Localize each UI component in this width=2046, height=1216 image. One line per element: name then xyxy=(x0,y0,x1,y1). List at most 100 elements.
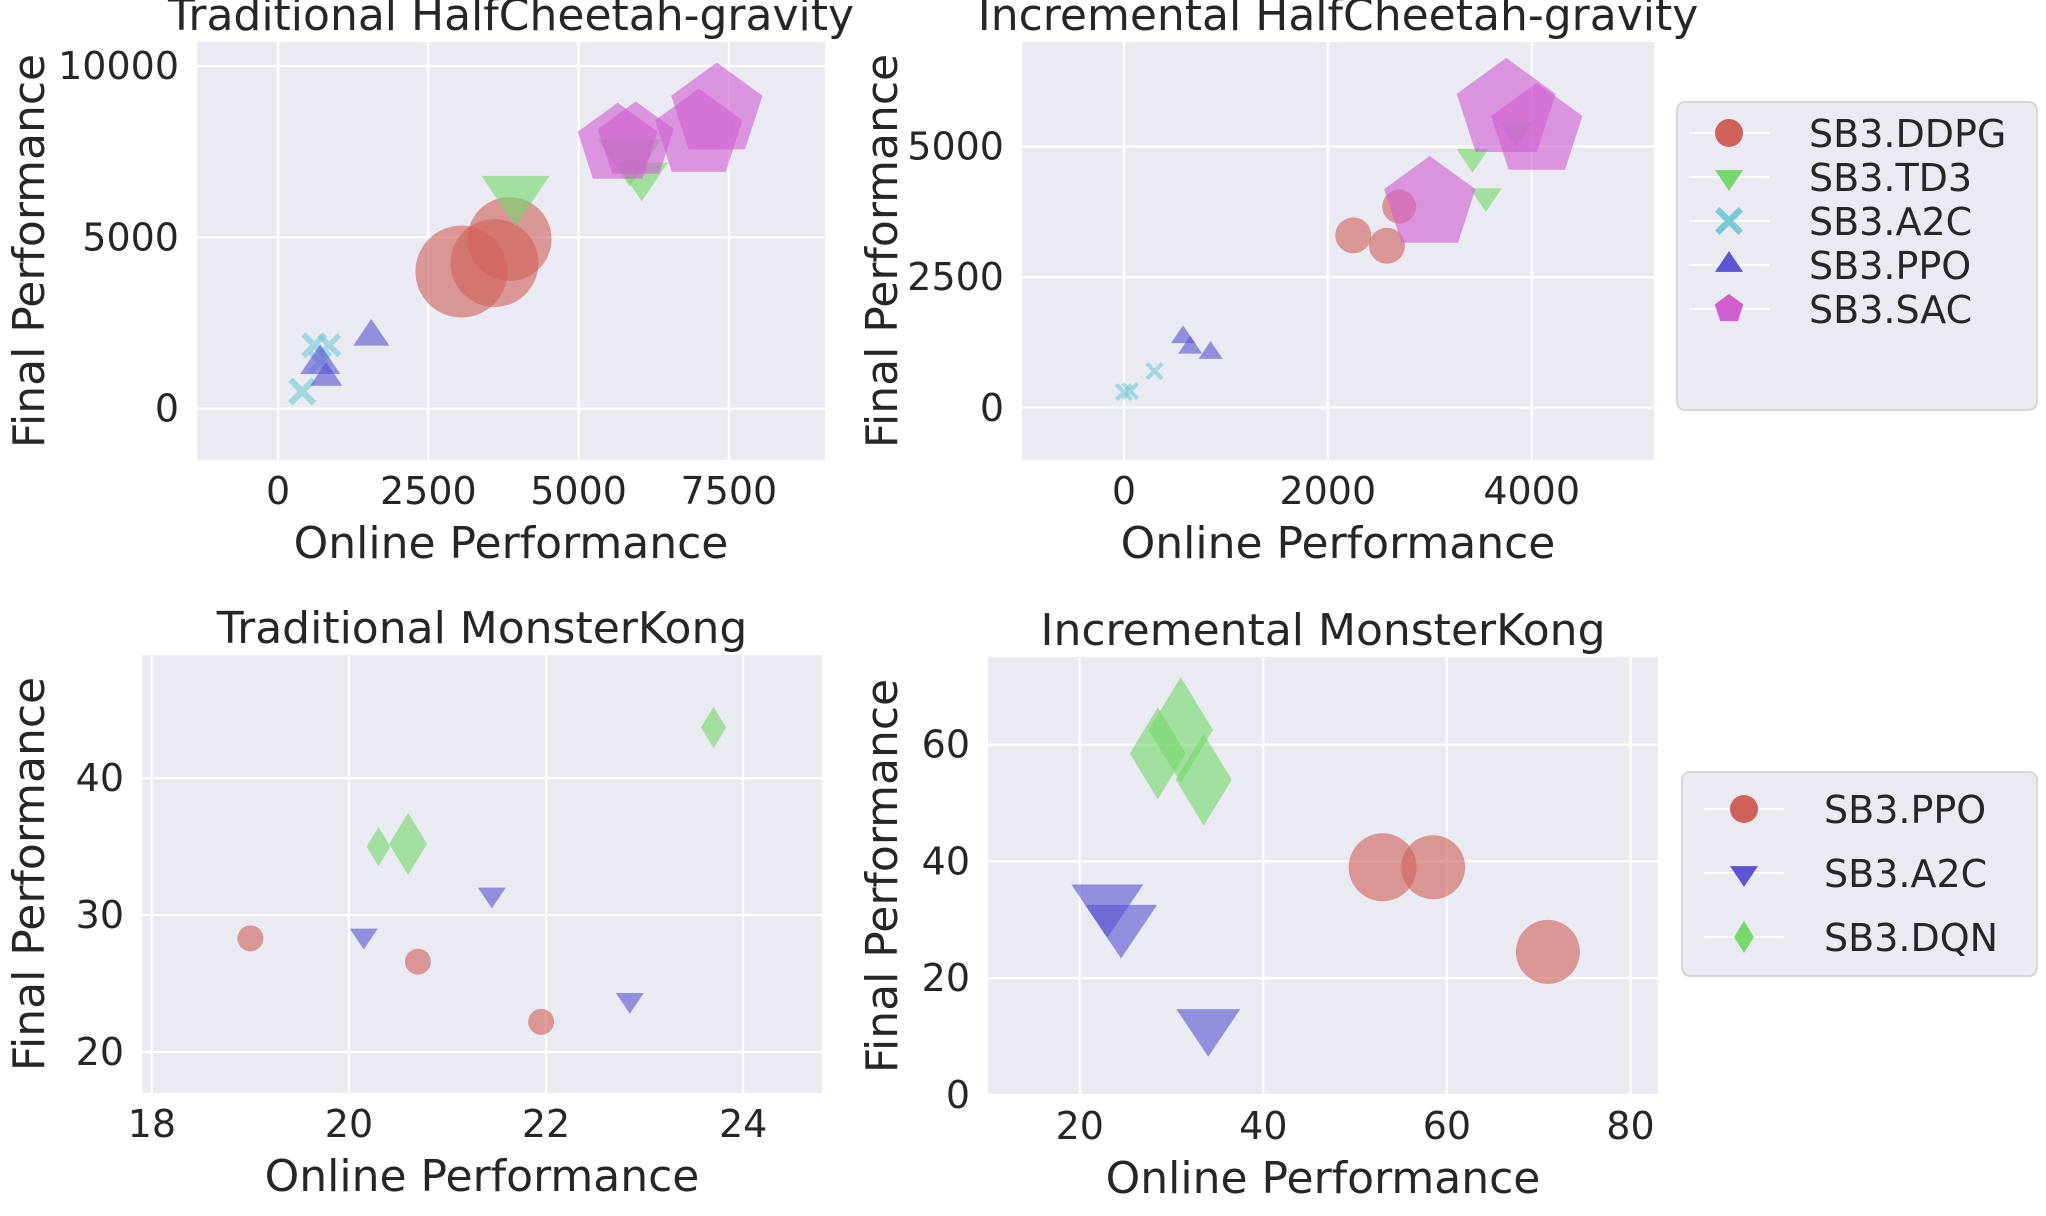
data-point xyxy=(467,197,552,282)
legend-frame xyxy=(1681,771,2038,977)
legend-entry: SB3.SAC xyxy=(1689,288,1972,332)
data-point xyxy=(1121,382,1140,401)
x-tick-label: 24 xyxy=(719,1102,767,1146)
y-axis-label: Final Performance xyxy=(857,54,908,448)
data-point xyxy=(1515,919,1580,984)
legend-entry: SB3.PPO xyxy=(1689,244,1971,288)
series-sb3-a2c xyxy=(1071,884,1241,1057)
legend-entry: SB3.TD3 xyxy=(1689,156,1972,200)
subplot-4: 20 40 60 80 0 20 40 60 Incremental MonsterKong On… xyxy=(857,605,1658,1204)
y-tick-label: 40 xyxy=(76,756,124,800)
data-point xyxy=(1335,217,1372,254)
y-tick-label: 10000 xyxy=(58,44,179,88)
data-point xyxy=(1401,835,1466,900)
y-tick-label: 0 xyxy=(980,386,1004,430)
series-sb3-ppo xyxy=(1171,325,1223,359)
points xyxy=(237,706,727,1035)
x-tick-label: 0 xyxy=(1112,469,1136,513)
legend-entry: SB3.DQN xyxy=(1704,916,1998,960)
data-point xyxy=(1491,82,1583,170)
series-sb3-sac xyxy=(577,62,763,179)
data-point xyxy=(366,827,391,867)
legend-marker xyxy=(1715,251,1743,272)
data-point xyxy=(1176,1009,1241,1057)
x-axis-label: Online Performance xyxy=(294,518,729,569)
legend-label: SB3.PPO xyxy=(1824,788,1986,832)
data-point xyxy=(237,925,264,952)
points xyxy=(1071,677,1580,1057)
y-tick-label: 20 xyxy=(76,1030,124,1074)
legend-entry: SB3.PPO xyxy=(1704,788,1986,832)
series-sb3-a2c xyxy=(1114,362,1164,402)
data-point xyxy=(1198,341,1223,359)
x-tick-label: 40 xyxy=(1239,1104,1287,1148)
x-tick-label: 60 xyxy=(1423,1104,1471,1148)
points xyxy=(1114,57,1583,402)
data-point xyxy=(477,887,506,909)
legend-marker xyxy=(1715,207,1743,235)
legends: SB3.DDPGSB3.TD3SB3.A2CSB3.PPOSB3.SACSB3.… xyxy=(1676,101,2038,977)
series-sb3-ppo xyxy=(300,318,390,386)
data-point xyxy=(597,101,674,174)
x-tick-label: 20 xyxy=(1056,1104,1104,1148)
legend-label: SB3.PPO xyxy=(1809,244,1971,288)
data-point xyxy=(1178,335,1203,354)
data-point xyxy=(1456,149,1489,173)
legend-marker xyxy=(1730,866,1758,887)
x-tick-label: 2500 xyxy=(380,469,477,513)
legend-label: SB3.A2C xyxy=(1809,200,1972,244)
chart-title: Incremental MonsterKong xyxy=(1041,605,1606,656)
data-point xyxy=(528,1008,555,1035)
x-tick-label: 22 xyxy=(522,1102,570,1146)
y-axis-label: Final Performance xyxy=(4,677,55,1071)
x-tick-label: 4000 xyxy=(1483,469,1580,513)
legend-label: SB3.SAC xyxy=(1809,288,1972,332)
data-point xyxy=(310,361,343,386)
data-point xyxy=(1384,156,1476,243)
y-tick-label: 30 xyxy=(76,893,124,937)
x-tick-label: 20 xyxy=(325,1102,373,1146)
y-tick-label: 20 xyxy=(922,956,970,1000)
series-sb3-a2c xyxy=(349,887,644,1014)
chart-title: Traditional HalfCheetah-gravity xyxy=(167,0,854,41)
legend-label: SB3.TD3 xyxy=(1809,156,1972,200)
subplot-2: 0 2000 4000 0 2500 5000 Incremental HalfCheeta… xyxy=(857,0,1698,569)
data-point xyxy=(300,344,341,374)
x-tick-label: 2000 xyxy=(1279,469,1376,513)
x-tick-label: 0 xyxy=(266,469,290,513)
data-point xyxy=(389,812,427,875)
data-point xyxy=(700,706,727,749)
x-axis-label: Online Performance xyxy=(1121,518,1556,569)
x-tick-label: 5000 xyxy=(530,469,627,513)
legend-frame xyxy=(1676,101,2038,411)
series-sb3-ppo xyxy=(237,925,555,1035)
series-sb3-dqn xyxy=(1129,677,1232,826)
legend-2: SB3.PPO SB3.A2C SB3.DQN xyxy=(1681,771,2038,977)
legend-entry: SB3.A2C xyxy=(1704,852,1987,896)
data-point xyxy=(481,175,550,227)
x-axis-label: Online Performance xyxy=(1106,1153,1541,1204)
series-sb3-dqn xyxy=(366,706,727,875)
y-tick-label: 40 xyxy=(922,839,970,883)
data-point xyxy=(404,948,431,975)
chart-title: Incremental HalfCheetah-gravity xyxy=(978,0,1699,41)
data-point xyxy=(288,377,317,406)
data-point xyxy=(1175,733,1232,826)
legend-marker xyxy=(1734,920,1754,954)
data-point xyxy=(1368,227,1405,264)
y-axis-label: Final Performance xyxy=(4,54,55,448)
data-point xyxy=(615,992,644,1014)
x-axis-label: Online Performance xyxy=(265,1151,700,1202)
plot-area xyxy=(988,657,1658,1095)
y-tick-label: 60 xyxy=(922,723,970,767)
data-point xyxy=(349,928,378,950)
x-tick-label: 80 xyxy=(1606,1104,1654,1148)
data-point xyxy=(1348,833,1417,902)
y-tick-label: 5000 xyxy=(82,215,179,259)
data-point xyxy=(353,318,390,346)
legend-marker xyxy=(1715,119,1743,147)
